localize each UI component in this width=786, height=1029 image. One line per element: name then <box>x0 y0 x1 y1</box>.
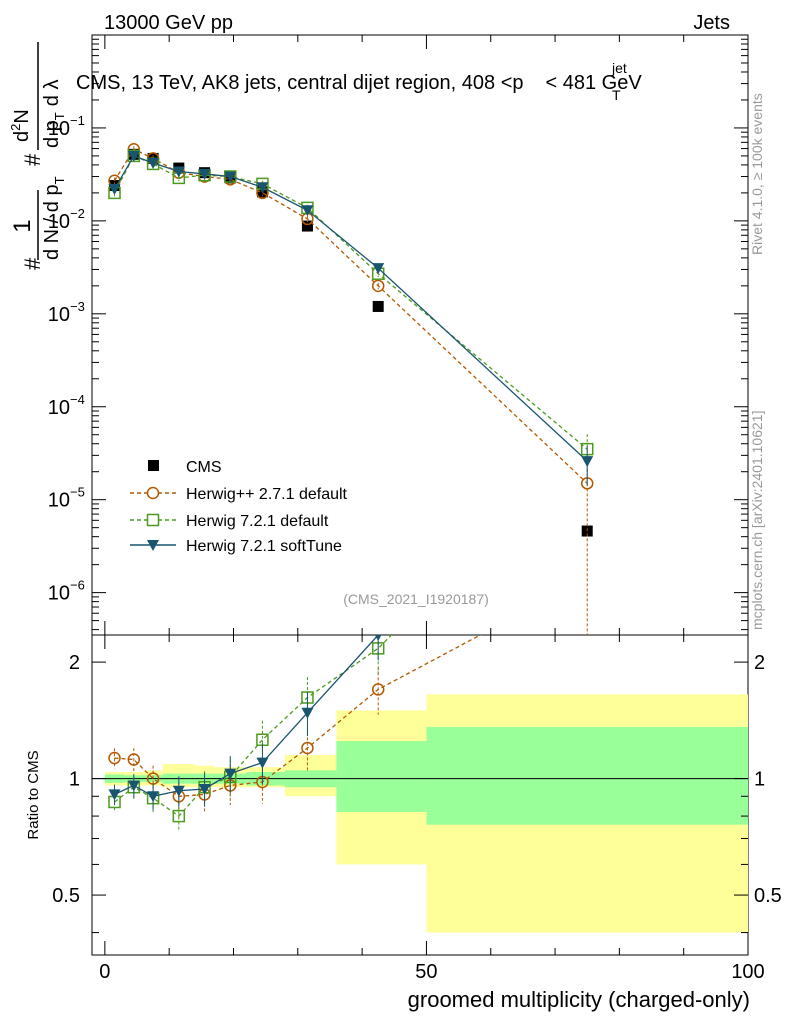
category-label: Jets <box>693 12 730 34</box>
main-axis-ticks <box>92 34 748 631</box>
ratio-point-herwig7-default <box>172 809 186 823</box>
ratio-point-herwigpp <box>127 753 141 766</box>
rivet-version-label: Rivet 4.1.0, ≥ 100k events <box>749 93 765 255</box>
main-point-herwig7-softtune <box>301 205 314 217</box>
ratio-y-tick-label-right: 2 <box>754 652 765 674</box>
main-point-herwig7-softtune <box>581 456 594 468</box>
plot-title: CMS, 13 TeV, AK8 jets, central dijet reg… <box>76 72 642 94</box>
svg-text:#: # <box>20 257 45 270</box>
svg-text:d N / d pT: d N / d pT <box>41 176 67 260</box>
svg-text:1: 1 <box>9 219 36 232</box>
ratio-line-herwig7-default <box>114 635 393 817</box>
legend-label-herwig7-softtune: Herwig 7.2.1 softTune <box>186 538 342 555</box>
stat-uncertainty-band-9 <box>426 726 748 825</box>
plot-title-sub: T <box>612 87 621 103</box>
main-y-tick-label: 10 <box>48 490 70 512</box>
svg-text:d2N: d2N <box>8 109 33 142</box>
x-axis-ticks <box>104 35 749 955</box>
ratio-y-tick-label-left: 2 <box>69 652 80 674</box>
x-axis-label: groomed multiplicity (charged-only) <box>408 987 750 1012</box>
main-line-herwigpp <box>113 148 588 484</box>
ratio-point-herwig7-softtune <box>172 785 185 797</box>
ratio-point-herwig7-softtune <box>198 783 211 795</box>
ratio-point-herwig7-softtune <box>108 789 121 801</box>
legend-marker-cms <box>148 460 159 471</box>
ratio-line-herwig7-softtune <box>114 635 380 797</box>
main-line-herwig7-softtune <box>113 155 588 462</box>
main-y-tick-label-exp: −3 <box>70 299 85 314</box>
legend-marker-herwigpp <box>146 486 160 500</box>
main-line-herwig7-default <box>113 155 588 450</box>
main-series-marks <box>108 142 594 635</box>
ratio-error-bands <box>104 694 748 933</box>
main-point-herwig7-softtune <box>147 157 160 169</box>
main-y-tick-label: 10 <box>48 583 70 605</box>
ratio-point-herwig7-softtune <box>256 757 269 769</box>
x-tick-label: 100 <box>731 961 764 983</box>
main-y-tick-label: 10 <box>48 304 70 326</box>
main-y-tick-label-exp: −5 <box>70 485 85 500</box>
main-point-herwig7-softtune <box>127 150 140 162</box>
energy-label: 13000 GeV pp <box>104 12 233 34</box>
legend-marker-herwig7-default <box>146 513 160 527</box>
plot-title-sup: jet <box>611 60 627 76</box>
mcplots-label: mcplots.cern.ch [arXiv:2401.10621] <box>749 411 765 630</box>
main-point-cms <box>301 220 313 232</box>
legend: CMS Herwig++ 2.7.1 default Herwig 7.2.1 … <box>130 459 348 555</box>
ratio-y-tick-label-right: 1 <box>754 769 765 791</box>
main-point-herwig7-softtune <box>256 182 269 194</box>
main-y-tick-label-exp: −1 <box>70 113 85 128</box>
ratio-series-marks <box>108 635 482 832</box>
main-point-cms <box>372 300 384 312</box>
main-y-tick-label: 10 <box>48 211 70 233</box>
main-point-herwigpp <box>371 279 385 293</box>
main-point-herwig7-softtune <box>224 171 237 183</box>
legend-marker-herwig7-softtune <box>147 540 159 551</box>
main-point-herwig7-softtune <box>108 184 121 196</box>
analysis-id: (CMS_2021_I1920187) <box>343 591 489 607</box>
main-y-tick-label-exp: −6 <box>70 578 85 593</box>
ratio-point-herwig7-softtune <box>127 780 140 792</box>
svg-text:d pTd λ: d pTd λ <box>41 80 67 148</box>
main-y-tick-label-exp: −2 <box>70 206 85 221</box>
legend-label-herwigpp: Herwig++ 2.7.1 default <box>186 486 348 503</box>
ratio-point-herwigpp <box>108 751 121 765</box>
stat-uncertainty-band-8 <box>336 741 427 812</box>
ratio-point-herwigpp <box>301 741 314 755</box>
ratio-y-tick-label-right: 0.5 <box>754 885 782 907</box>
ratio-y-axis-label: Ratio to CMS <box>25 750 42 839</box>
main-point-herwig7-softtune <box>372 263 385 275</box>
main-point-herwig7-softtune <box>172 166 185 178</box>
ratio-point-herwig7-softtune <box>374 635 382 641</box>
ratio-y-tick-label-left: 0.5 <box>52 885 80 907</box>
ratio-axis-ticks <box>92 661 748 934</box>
ratio-point-herwig7-softtune <box>301 707 314 719</box>
main-y-tick-label-exp: −4 <box>70 392 85 407</box>
tick-labels: 10 −110 −210 −310 −410 −510 −62 21 10.5 0.50 50 100 <box>48 113 782 983</box>
svg-text:#: # <box>20 153 45 166</box>
x-tick-label: 0 <box>99 961 110 983</box>
legend-label-cms: CMS <box>186 459 222 476</box>
ratio-point-herwig7-softtune <box>147 791 160 803</box>
legend-label-herwig7-default: Herwig 7.2.1 default <box>186 513 329 530</box>
ratio-point-herwig7-softtune <box>224 768 237 780</box>
main-point-herwig7-softtune <box>198 168 211 180</box>
x-tick-label: 50 <box>415 961 437 983</box>
ratio-point-herwigpp <box>371 683 385 696</box>
main-y-tick-label: 10 <box>48 397 70 419</box>
main-y-axis-label: # 1 d N / d pT # d2N d pTd λ <box>8 42 67 270</box>
main-y-tick-label: 10 <box>48 118 70 140</box>
ratio-y-tick-label-left: 1 <box>69 769 80 791</box>
